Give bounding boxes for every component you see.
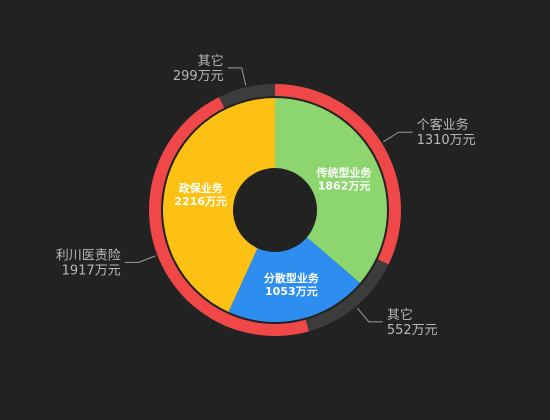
outer-label-value-1: 552万元 — [387, 323, 438, 338]
inner-label-value-1: 1053万元 — [265, 285, 318, 298]
inner-ring-slice-1 — [228, 237, 360, 322]
inner-label-value-2: 2216万元 — [174, 195, 227, 208]
inner-ring — [162, 98, 387, 322]
leader-line-0 — [383, 131, 413, 143]
inner-label-name-2: 政保业务 — [179, 181, 224, 195]
inner-ring-slice-0 — [275, 98, 387, 283]
inner-ring-slice-2 — [162, 98, 275, 312]
inner-label-name-0: 传统型业务 — [316, 165, 373, 179]
outer-label-name-1: 其它 — [387, 307, 413, 323]
outer-label-value-2: 1917万元 — [62, 263, 121, 278]
outer-label-value-3: 299万元 — [173, 69, 224, 84]
outer-label-name-0: 个客业务 — [417, 117, 469, 133]
outer-label-value-0: 1310万元 — [417, 133, 476, 148]
outer-label-name-2: 利川医责险 — [56, 248, 121, 263]
outer-ring-slice-0 — [275, 84, 401, 265]
inner-label-value-0: 1862万元 — [318, 179, 371, 192]
outer-ring-slice-3 — [218, 84, 275, 108]
leader-line-2 — [124, 255, 156, 263]
outer-ring-slice-1 — [305, 259, 389, 332]
outer-ring — [148, 84, 401, 337]
leader-line-1 — [356, 307, 383, 323]
leader-line-3 — [227, 67, 247, 86]
inner-label-name-1: 分散型业务 — [264, 271, 320, 285]
outer-label-name-3: 其它 — [198, 53, 224, 69]
